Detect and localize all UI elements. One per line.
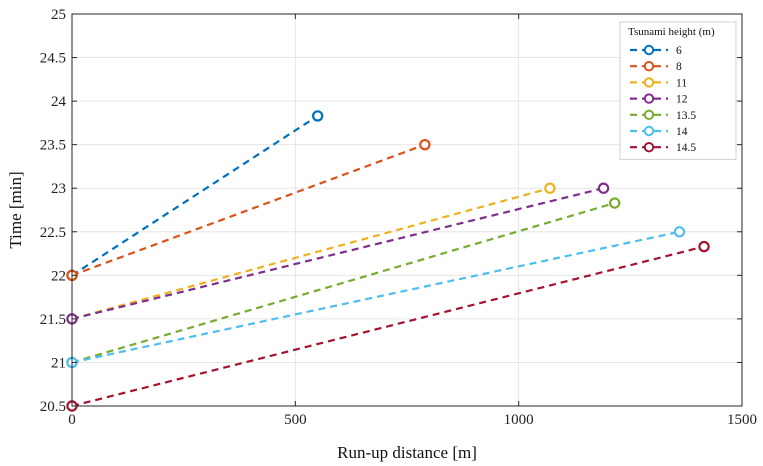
y-tick-label: 22 [51,268,66,284]
data-point [419,138,431,151]
x-tick-label: 500 [284,412,307,428]
data-point [698,240,710,253]
x-tick-label: 1000 [504,412,534,428]
legend-entry: 13.5 [630,109,696,122]
legend-entry: 14 [630,125,688,138]
data-point [311,110,324,122]
legend-box [619,21,737,160]
legend-marker [643,142,655,153]
y-tick-label: 24.5 [40,51,66,67]
legend-entry: 6 [630,44,682,57]
legend-marker [643,125,655,137]
series-line [71,230,680,364]
legend-label: 8 [676,61,682,73]
legend-title: Tsunami height (m) [628,26,715,38]
legend-marker [643,109,655,121]
axes: 0 500 1000 1500 20.5 21 21.5 22 22.5 23 23.5 24 24.5… [40,7,757,428]
y-tick-label: 20.5 [40,399,66,415]
series-line [71,187,551,320]
legend-label: 12 [676,94,688,106]
data-point [673,226,686,238]
legend: Tsunami height (m) 6 8 11 12 13.5 14 14.5 [619,21,737,160]
legend-marker [643,60,655,72]
y-axis-title: Time [min] [6,171,25,248]
axes-box [71,13,743,407]
y-tick-label: 21.5 [40,312,66,328]
y-tick-label: 23.5 [40,138,66,154]
legend-entry: 12 [630,93,688,106]
legend-label: 13.5 [676,110,696,122]
y-tick-label: 22.5 [40,225,66,241]
legend-marker [643,44,655,56]
series-line [71,187,604,320]
data-point [597,182,610,194]
y-tick-label: 21 [51,355,66,371]
legend-entry: 11 [630,77,687,89]
data-point [609,197,621,209]
data-point [544,182,556,194]
series-layer [66,110,710,412]
series-line [71,114,319,277]
y-tick-label: 25 [51,7,66,23]
x-axis-title: Run-up distance [m] [337,443,477,462]
x-tick-label: 0 [68,412,76,428]
y-tick-label: 24 [51,94,67,110]
series-line [71,201,616,364]
legend-label: 14 [676,126,688,138]
legend-label: 6 [676,45,682,57]
series-line [71,143,426,277]
legend-marker [643,93,655,104]
legend-entry: 8 [630,60,682,73]
series-line [71,245,705,408]
x-tick-label: 1500 [727,412,757,428]
legend-label: 11 [676,77,687,89]
legend-marker [643,77,655,88]
y-tick-label: 23 [51,181,66,197]
legend-entry: 14.5 [630,142,696,154]
legend-label: 14.5 [676,142,696,154]
